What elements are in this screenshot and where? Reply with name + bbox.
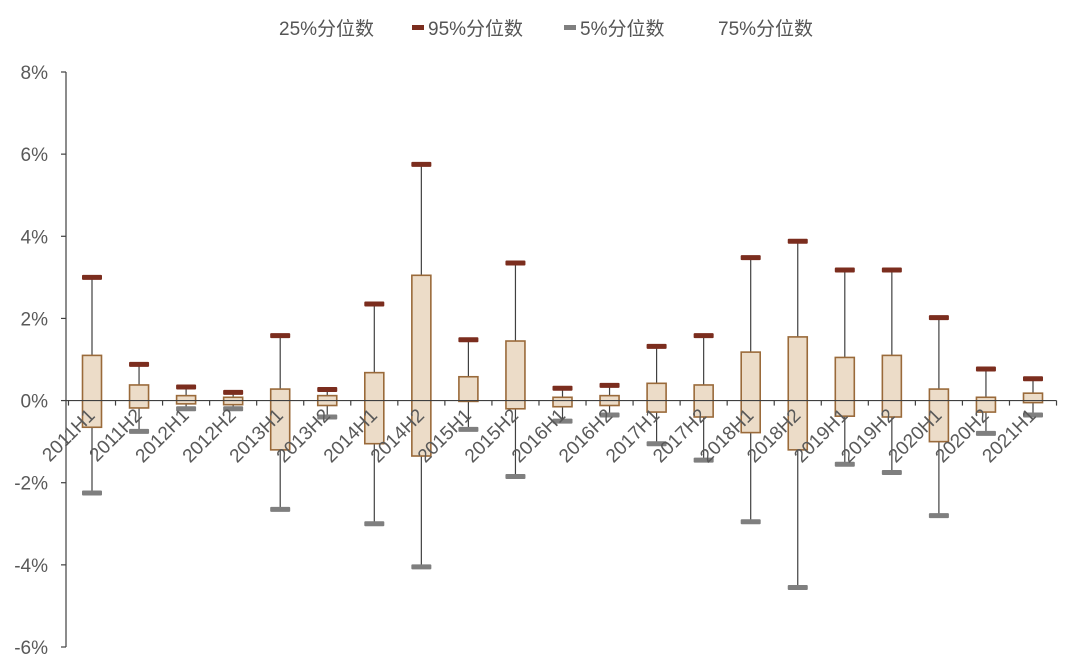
box-2019H1 — [834, 267, 856, 467]
iqr-box — [363, 371, 385, 445]
p95-marker — [834, 267, 855, 273]
iqr-box — [1022, 392, 1044, 404]
iqr-box — [269, 388, 291, 451]
box-2020H1 — [928, 315, 950, 519]
iqr-box — [740, 351, 762, 434]
box-2017H1 — [646, 343, 667, 447]
p5-marker — [458, 426, 479, 432]
y-axis: -6% -4% -2% 0% 2% 4% 6% 8% — [14, 63, 67, 659]
iqr-box — [552, 396, 573, 408]
box-2012H1 — [175, 384, 197, 412]
iqr-box — [505, 340, 526, 410]
p95-marker — [458, 337, 479, 343]
box-2015H2 — [505, 260, 526, 480]
p5-marker — [317, 414, 338, 420]
legend-marker-p95 — [412, 25, 424, 30]
legend-item-p95: 95%分位数 — [412, 14, 523, 41]
y-tick-label: -2% — [14, 474, 48, 495]
box-2016H1 — [552, 385, 573, 424]
p95-marker — [599, 382, 620, 388]
p5-marker — [646, 441, 667, 447]
y-tick-label: -4% — [14, 556, 48, 577]
p95-marker — [740, 255, 761, 261]
p95-marker — [364, 301, 385, 307]
p5-marker — [834, 461, 855, 467]
iqr-box — [834, 356, 856, 417]
p5-marker — [1023, 412, 1043, 418]
legend-marker-p5 — [564, 25, 576, 30]
p5-marker — [505, 474, 526, 480]
legend-label-p95: 95%分位数 — [428, 19, 524, 40]
y-tick-label: -6% — [14, 638, 48, 659]
p5-marker — [82, 490, 102, 496]
y-tick-label: 6% — [21, 145, 49, 166]
p5-marker — [881, 469, 902, 475]
iqr-box — [411, 274, 432, 457]
p5-marker — [270, 506, 291, 512]
box-2014H1 — [363, 301, 385, 527]
p5-marker — [740, 519, 761, 525]
p5-marker — [176, 406, 197, 412]
iqr-box — [81, 354, 103, 429]
iqr-box — [458, 375, 479, 403]
p95-marker — [928, 315, 949, 321]
y-tick-label: 8% — [21, 63, 49, 84]
y-tick-label: 4% — [21, 227, 49, 248]
box-2019H2 — [881, 267, 903, 475]
box-series — [81, 161, 1044, 590]
box-2014H2 — [411, 161, 432, 570]
p5-marker — [364, 521, 385, 527]
box-2013H1 — [269, 333, 291, 512]
iqr-box — [881, 354, 903, 418]
p95-marker — [505, 260, 526, 266]
p95-marker — [317, 386, 338, 392]
y-tick-label: 0% — [21, 392, 49, 413]
p5-marker — [693, 457, 714, 463]
legend-label-p25: 25%分位数 — [279, 19, 375, 40]
legend-label-p75: 75%分位数 — [718, 19, 814, 40]
p5-marker — [599, 412, 620, 418]
iqr-box — [928, 388, 950, 443]
legend-item-p25: 25%分位数 — [279, 14, 374, 41]
iqr-box — [175, 394, 197, 405]
p95-marker — [787, 238, 808, 244]
p95-marker — [975, 366, 996, 372]
p5-marker — [552, 418, 573, 424]
box-2018H1 — [740, 255, 762, 525]
p5-marker — [928, 513, 949, 519]
iqr-box — [128, 384, 150, 409]
legend: 25%分位数 95%分位数 5%分位数 75%分位数 — [0, 14, 1080, 42]
p95-marker — [1023, 376, 1043, 382]
p5-marker — [223, 406, 244, 412]
p95-marker — [646, 343, 667, 349]
p5-marker — [787, 584, 808, 590]
p95-marker — [881, 267, 902, 273]
p5-marker — [975, 430, 996, 436]
legend-item-p75: 75%分位数 — [718, 14, 813, 41]
box-2015H1 — [458, 337, 479, 432]
legend-item-p5: 5%分位数 — [564, 14, 664, 41]
p95-marker — [411, 161, 432, 167]
y-tick-label: 2% — [21, 309, 49, 330]
iqr-box — [787, 336, 809, 451]
box-2011H2 — [128, 361, 150, 434]
p95-marker — [693, 333, 714, 339]
p95-marker — [82, 274, 102, 280]
box-2018H2 — [787, 238, 809, 590]
p95-marker — [176, 384, 197, 390]
box-2021H1 — [1022, 376, 1044, 418]
p95-marker — [552, 385, 573, 391]
p5-marker — [411, 564, 432, 570]
legend-label-p5: 5%分位数 — [580, 19, 665, 40]
p5-marker — [129, 428, 150, 434]
p95-marker — [223, 389, 244, 395]
p95-marker — [270, 333, 291, 339]
box-2011H1 — [81, 274, 103, 496]
iqr-box — [646, 382, 667, 413]
p95-marker — [129, 361, 150, 367]
